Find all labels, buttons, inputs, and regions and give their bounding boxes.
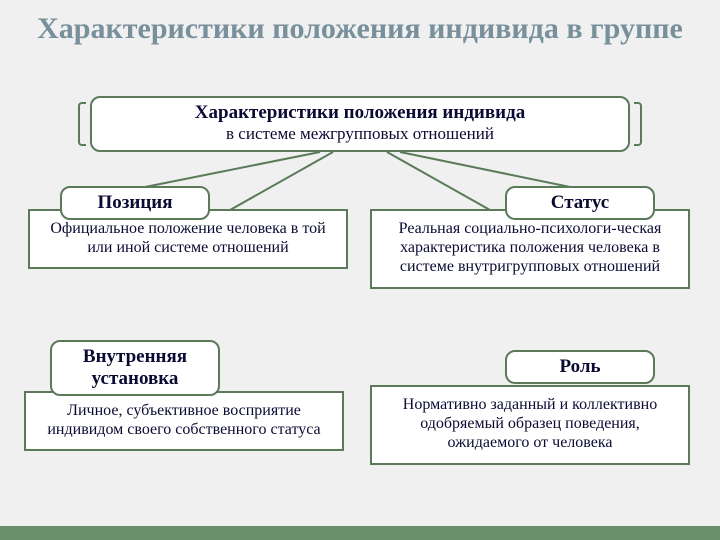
slide-bottom-accent xyxy=(0,526,720,540)
label-inner: Внутренняя установка xyxy=(50,340,220,396)
label-status: Статус xyxy=(505,186,655,220)
desc-status: Реальная социально-психологи-ческая хара… xyxy=(370,209,690,289)
label-role: Роль xyxy=(505,350,655,384)
header-line2: в системе межгрупповых отношений xyxy=(92,124,628,144)
header-box: Характеристики положения индивида в сист… xyxy=(90,96,630,152)
header-bracket-left xyxy=(78,102,86,146)
label-position: Позиция xyxy=(60,186,210,220)
desc-role: Нормативно заданный и коллективно одобря… xyxy=(370,385,690,465)
header-line1: Характеристики положения индивида xyxy=(92,102,628,124)
header-bracket-right xyxy=(634,102,642,146)
desc-inner: Личное, субъективное восприятие индивидо… xyxy=(24,391,344,451)
